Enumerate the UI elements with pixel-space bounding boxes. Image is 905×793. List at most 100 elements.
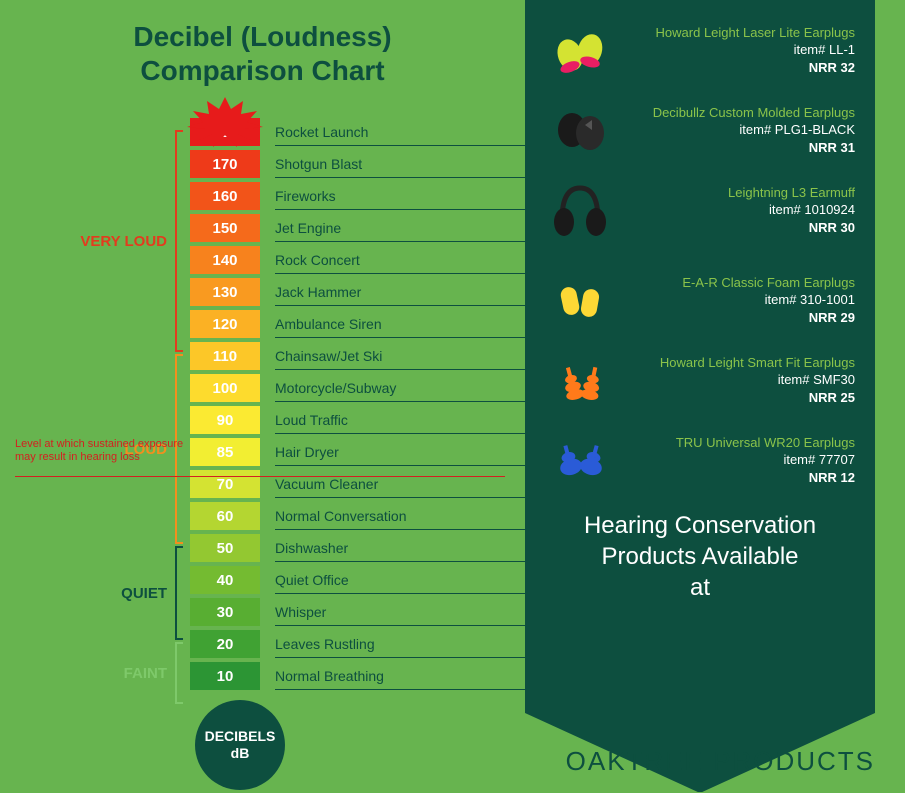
decibel-description: Motorcycle/Subway <box>275 374 525 402</box>
decibel-row: 160Fireworks <box>190 181 525 211</box>
decibel-value: 90 <box>190 406 260 434</box>
category-label: FAINT <box>124 665 175 682</box>
decibel-description: Leaves Rustling <box>275 630 525 658</box>
product-name: Howard Leight Laser Lite Earplugs <box>615 24 855 42</box>
product-nrr: NRR 32 <box>615 59 855 77</box>
category-label: VERY LOUD <box>80 233 175 250</box>
decibel-description: Chainsaw/Jet Ski <box>275 342 525 370</box>
product-text: Howard Leight Smart Fit Earplugsitem# SM… <box>615 354 855 407</box>
product-name: E-A-R Classic Foam Earplugs <box>615 274 855 292</box>
bracket-icon <box>175 546 183 640</box>
products-heading: Hearing Conservation Products Available … <box>545 510 855 604</box>
decibel-description: Normal Conversation <box>275 502 525 530</box>
decibel-row: 150 Jet Engine <box>190 213 525 243</box>
decibel-row: 20 Leaves Rustling <box>190 629 525 659</box>
product-name: TRU Universal WR20 Earplugs <box>615 434 855 452</box>
product-text: Decibullz Custom Molded Earplugsitem# PL… <box>615 104 855 157</box>
decibel-value: 120 <box>190 310 260 338</box>
decibel-row: 120 Ambulance Siren <box>190 309 525 339</box>
decibel-description: Rock Concert <box>275 246 525 274</box>
decibel-description: Dishwasher <box>275 534 525 562</box>
decibel-row: 85 Hair Dryer <box>190 437 525 467</box>
decibel-description: Vacuum Cleaner <box>275 470 525 498</box>
decibullz-icon <box>545 100 615 160</box>
decibel-row: 130 Jack Hammer <box>190 277 525 307</box>
decibel-description: Quiet Office <box>275 566 525 594</box>
decibel-value: 130 <box>190 278 260 306</box>
decibel-value: 70 <box>190 470 260 498</box>
title-line-2: Comparison Chart <box>140 55 384 86</box>
decibel-row: 40 Quiet Office <box>190 565 525 595</box>
decibel-row: 170 Shotgun Blast <box>190 149 525 179</box>
badge-line-2: dB <box>231 745 250 762</box>
hearing-loss-note: Level at which sustained exposure may re… <box>15 438 185 464</box>
product-item-number: item# 310-1001 <box>615 291 855 309</box>
title-line-1: Decibel (Loudness) <box>133 21 391 52</box>
decibel-description: Whisper <box>275 598 525 626</box>
heading-l2: Products Available <box>601 543 798 570</box>
product-item: Howard Leight Laser Lite Earplugsitem# L… <box>545 20 855 80</box>
hearing-loss-line <box>15 476 505 477</box>
decibel-chart: 180Rocket Launch170Shotgun Blast160Firew… <box>190 117 525 691</box>
product-item: Decibullz Custom Molded Earplugsitem# PL… <box>545 100 855 160</box>
bracket-icon <box>175 642 183 704</box>
decibel-value: 100 <box>190 374 260 402</box>
decibel-description: Shotgun Blast <box>275 150 525 178</box>
category-label: QUIET <box>121 585 175 602</box>
category-group: QUIET <box>0 546 183 640</box>
decibel-value: 170 <box>190 150 260 178</box>
decibel-description: Normal Breathing <box>275 662 525 690</box>
product-item-number: item# 77707 <box>615 451 855 469</box>
product-text: Howard Leight Laser Lite Earplugsitem# L… <box>615 24 855 77</box>
product-name: Howard Leight Smart Fit Earplugs <box>615 354 855 372</box>
heading-l1: Hearing Conservation <box>584 512 816 539</box>
product-nrr: NRR 30 <box>615 219 855 237</box>
product-item-number: item# SMF30 <box>615 371 855 389</box>
product-text: E-A-R Classic Foam Earplugsitem# 310-100… <box>615 274 855 327</box>
decibel-description: Hair Dryer <box>275 438 525 466</box>
decibel-row: 10 Normal Breathing <box>190 661 525 691</box>
earmuff-icon <box>545 180 615 240</box>
decibel-description: Loud Traffic <box>275 406 525 434</box>
decibel-description: Rocket Launch <box>275 118 525 146</box>
product-nrr: NRR 12 <box>615 469 855 487</box>
decibel-row: 110 Chainsaw/Jet Ski <box>190 341 525 371</box>
product-text: Leightning L3 Earmuffitem# 1010924NRR 30 <box>615 184 855 237</box>
decibel-value: 140 <box>190 246 260 274</box>
category-group: FAINT <box>0 642 183 704</box>
left-panel: Decibel (Loudness) Comparison Chart 180R… <box>0 0 525 792</box>
decibel-description: Jack Hammer <box>275 278 525 306</box>
decibel-value: 30 <box>190 598 260 626</box>
decibel-row: 100 Motorcycle/Subway <box>190 373 525 403</box>
decibel-row: 60Normal Conversation <box>190 501 525 531</box>
product-text: TRU Universal WR20 Earplugsitem# 77707NR… <box>615 434 855 487</box>
product-name: Decibullz Custom Molded Earplugs <box>615 104 855 122</box>
product-item-number: item# LL-1 <box>615 41 855 59</box>
page-title: Decibel (Loudness) Comparison Chart <box>0 20 525 87</box>
product-nrr: NRR 31 <box>615 139 855 157</box>
heading-l3: at <box>690 574 710 601</box>
decibel-value: 85 <box>190 438 260 466</box>
decibel-row: 140 Rock Concert <box>190 245 525 275</box>
decibel-description: Fireworks <box>275 182 525 210</box>
decibel-value: 10 <box>190 662 260 690</box>
badge-line-1: DECIBELS <box>205 728 276 745</box>
product-item: E-A-R Classic Foam Earplugsitem# 310-100… <box>545 270 855 330</box>
product-item: Howard Leight Smart Fit Earplugsitem# SM… <box>545 350 855 410</box>
product-item-number: item# 1010924 <box>615 201 855 219</box>
decibel-row: 50 Dishwasher <box>190 533 525 563</box>
decibel-value: 40 <box>190 566 260 594</box>
decibel-description: Ambulance Siren <box>275 310 525 338</box>
decibel-row: 70 Vacuum Cleaner <box>190 469 525 499</box>
decibel-value: 150 <box>190 214 260 242</box>
brand-name: OAKTREE PRODUCTS <box>566 746 875 777</box>
decibel-value: 50 <box>190 534 260 562</box>
bracket-icon <box>175 130 183 352</box>
decibel-row: 90 Loud Traffic <box>190 405 525 435</box>
decibels-badge: DECIBELS dB <box>195 700 285 790</box>
starburst-icon <box>185 97 265 147</box>
decibel-description: Jet Engine <box>275 214 525 242</box>
decibel-value: 20 <box>190 630 260 658</box>
category-group: VERY LOUD <box>0 130 183 352</box>
decibel-value: 110 <box>190 342 260 370</box>
